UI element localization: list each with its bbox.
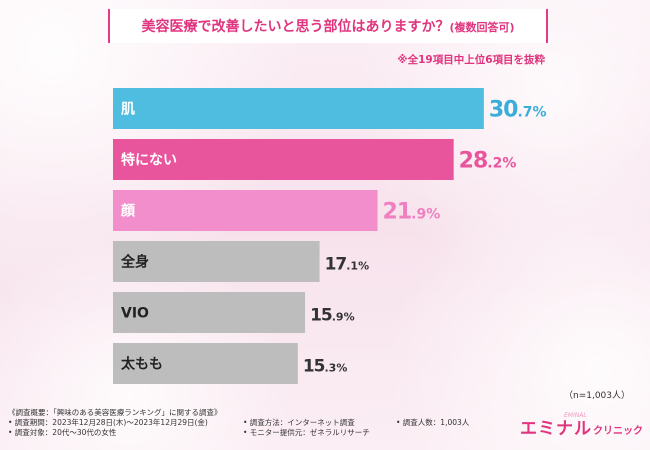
title-box: 美容医療で改善したいと思う部位はありますか？(複数回答可) [108,9,548,43]
footer-target: • 調査対象：20代～30代の女性 [8,428,117,437]
value-label-4: 15.9% [310,306,355,326]
value-label-3: 17.1% [325,255,370,275]
logo-tiny: EMINAL [564,412,587,419]
category-label-3: 全身 [120,254,149,271]
bar-4 [113,292,306,333]
footer-method: • 調査方法：インターネット調査 [243,418,355,427]
title-suffix: (複数回答可) [449,21,515,34]
category-label-4: VIO [121,306,149,322]
bar-1 [113,139,454,180]
category-label-1: 特にない [121,152,177,169]
logo-main: エミナル [520,419,592,439]
bar-0 [113,88,484,129]
value-label-5: 15.3% [303,357,348,377]
value-label-1: 28.2% [459,149,517,174]
bar-5 [113,343,298,384]
footer-line-overview: 《調査概要：「興味のある美容医療ランキング」に関する調査》 [8,408,222,417]
footer-period: • 調査期間：2023年12月28日(木)～2023年12月29日(金) [8,418,208,427]
footer-count: • 調査人数：1,003人 [396,418,470,427]
bar-3 [113,241,320,282]
category-label-5: 太もも [121,356,163,373]
value-label-0: 30.7% [489,98,547,123]
bar-2 [113,190,378,231]
sample-size-note: （n=1,003人） [563,391,630,401]
category-label-2: 顔 [120,203,136,220]
value-label-2: 21.9% [383,200,441,225]
subnote: ※全19項目中上位6項目を抜粋 [397,54,545,66]
logo-sub: クリニック [593,426,643,437]
category-label-0: 肌 [121,102,135,118]
chart-title: 美容医療で改善したいと思う部位はありますか？(複数回答可) [141,19,515,35]
eminal-clinic-logo: エミナル クリニック EMINAL [520,412,643,439]
footer-provider: • モニター提供元：ゼネラルリサーチ [243,428,370,437]
